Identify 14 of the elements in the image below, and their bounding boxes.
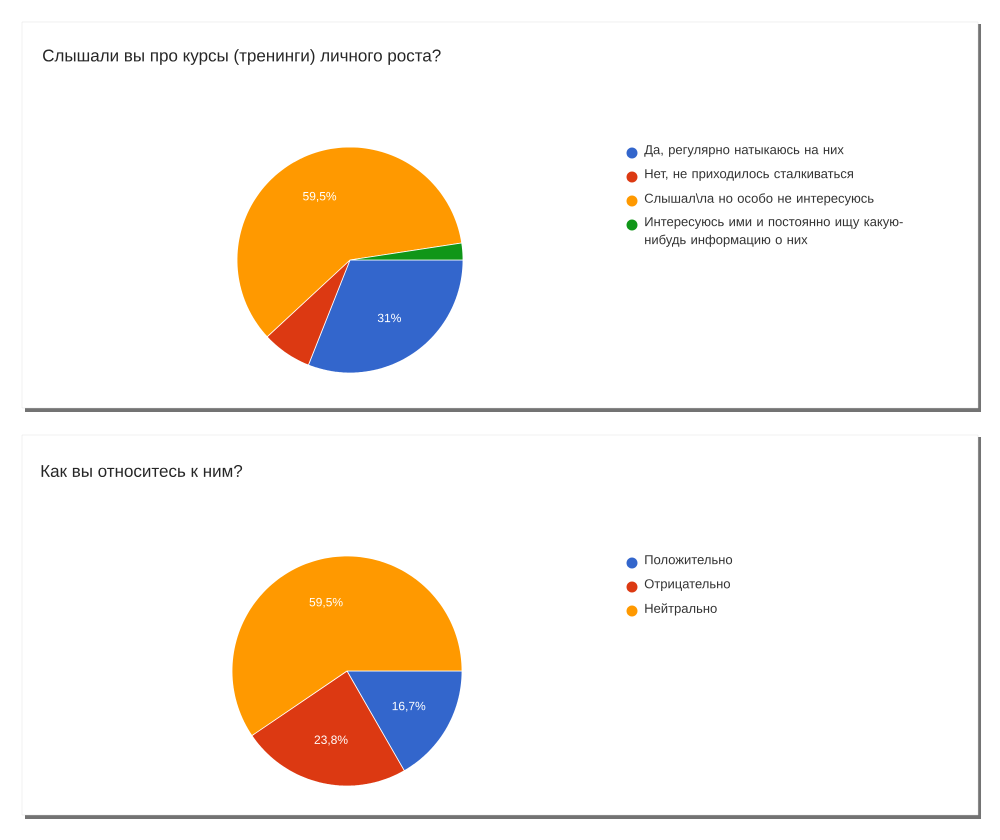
chart-title: Слышали вы про курсы (тренинги) личного роста? (43, 49, 441, 65)
legend-label: Положительно (645, 555, 732, 564)
data-label: 31% (378, 314, 401, 322)
legend-label: Да, регулярно натыкаюсь на них (644, 145, 844, 157)
legend-label: Интересуюсь ими и постоянно ищу какую-нибудь информацию о них (645, 217, 903, 247)
data-label: 59,5% (310, 598, 343, 608)
legend-label: Слышал\ла но особо не интересуюсь (644, 193, 874, 206)
data-label: 23,8% (314, 736, 348, 746)
data-label: 59,5% (303, 192, 336, 202)
legend-label: Нейтрально (645, 603, 717, 616)
legend-label: Нет, не приходилось сталкиваться (645, 169, 853, 181)
chart-title: Как вы относитесь к ним? (42, 464, 242, 478)
legend-label: Отрицательно (644, 579, 730, 591)
data-label: 16,7% (392, 702, 426, 712)
